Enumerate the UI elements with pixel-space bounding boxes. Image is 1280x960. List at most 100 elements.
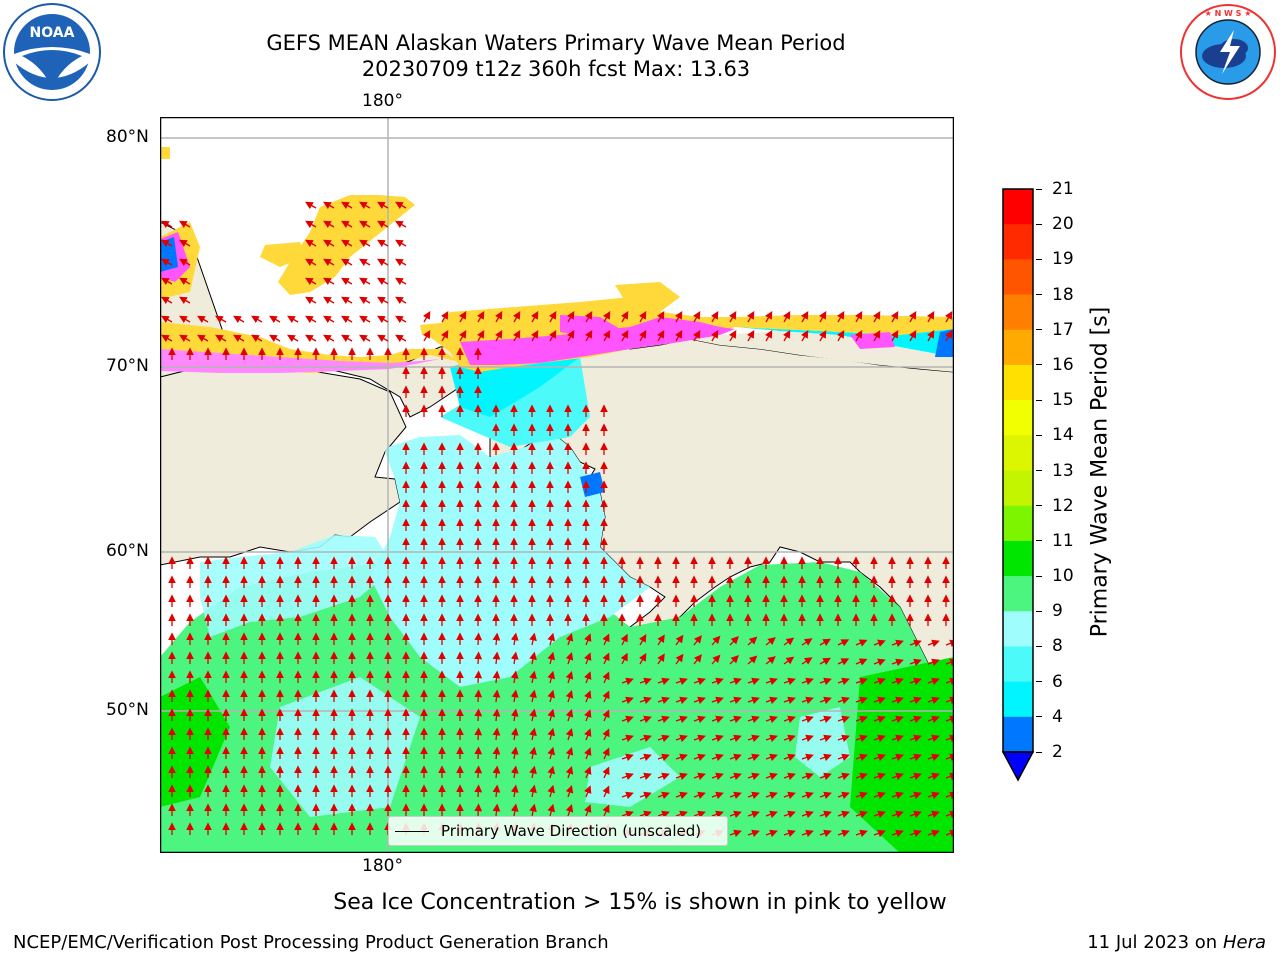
colorbar-tick: 16 <box>1036 355 1074 375</box>
wave-arrow <box>855 791 868 800</box>
wave-arrow <box>510 651 519 665</box>
wave-arrow <box>819 330 827 342</box>
wave-arrow <box>747 696 760 705</box>
wave-arrow <box>693 654 702 665</box>
wave-arrow <box>693 677 706 686</box>
wave-arrow <box>873 753 886 762</box>
wave-arrow <box>602 652 610 665</box>
wave-arrow <box>873 639 886 647</box>
chart-title: GEFS MEAN Alaskan Waters Primary Wave Me… <box>266 31 846 55</box>
wave-arrow <box>161 239 173 247</box>
wave-arrow <box>377 239 389 247</box>
wave-arrow <box>891 677 904 686</box>
wave-arrow <box>747 753 760 762</box>
wave-arrow <box>711 654 721 665</box>
wave-arrow <box>341 296 353 304</box>
wave-arrow <box>492 746 501 760</box>
wave-arrow <box>873 829 886 838</box>
wave-arrow <box>855 677 868 686</box>
wave-arrow <box>783 696 796 705</box>
wave-arrow <box>492 632 501 646</box>
lat-label-50: 50°N <box>106 700 149 720</box>
colorbar-tick: 8 <box>1036 636 1063 656</box>
wave-arrow <box>377 334 389 342</box>
colorbar-tick-label: 13 <box>1052 460 1074 481</box>
wave-arrow <box>693 753 706 762</box>
wave-arrow <box>927 791 940 800</box>
wave-arrow <box>459 311 467 323</box>
colorbar-tick-label: 18 <box>1052 284 1074 305</box>
wave-arrow <box>783 311 791 323</box>
wave-arrow <box>377 296 389 304</box>
wave-arrow <box>819 715 832 724</box>
wave-arrow <box>474 689 483 703</box>
wave-arrow <box>565 671 574 684</box>
wave-arrow <box>765 810 778 819</box>
wave-arrow <box>233 334 245 342</box>
wave-arrow <box>639 772 652 781</box>
wave-arrow <box>620 652 628 665</box>
wave-arrow <box>765 677 778 686</box>
wave-arrow <box>855 772 868 781</box>
wave-arrow <box>891 753 904 762</box>
wave-arrow <box>565 766 574 779</box>
wave-arrow <box>602 633 610 646</box>
wave-arrow <box>891 639 904 648</box>
wave-arrow <box>675 677 688 686</box>
wave-arrow <box>621 791 634 800</box>
wave-arrow <box>801 715 814 724</box>
wave-arrow <box>711 696 724 705</box>
colorbar-band <box>1003 611 1033 647</box>
wave-arrow <box>323 201 335 209</box>
wave-arrow <box>657 634 665 646</box>
wave-arrow <box>287 334 299 342</box>
colorbar-tick-label: 10 <box>1052 566 1074 587</box>
wave-arrow <box>585 311 593 323</box>
wave-arrow <box>873 658 886 666</box>
colorbar-tick-label: 6 <box>1052 671 1063 692</box>
colorbar-tick: 11 <box>1036 531 1074 551</box>
wave-arrow <box>510 727 519 741</box>
wave-arrow <box>909 772 922 781</box>
colorbar-band <box>1003 646 1033 683</box>
wave-arrow <box>747 715 760 724</box>
wave-arrow <box>492 784 501 798</box>
wave-arrow <box>602 747 610 760</box>
wave-arrow <box>547 803 556 817</box>
wave-arrow <box>359 239 371 247</box>
wave-arrow <box>873 696 886 705</box>
colorbar-band <box>1003 576 1033 612</box>
wave-arrow <box>584 652 592 665</box>
wave-arrow <box>179 277 191 285</box>
wave-arrow <box>711 810 724 819</box>
wave-arrow <box>529 784 537 798</box>
wave-arrow <box>711 734 724 743</box>
wave-arrow <box>395 239 407 247</box>
wave-arrow <box>657 810 670 819</box>
wave-arrow <box>801 638 813 646</box>
wave-arrow <box>215 315 227 323</box>
wave-arrow <box>819 810 832 819</box>
wave-arrow <box>693 772 706 781</box>
wave-arrow <box>675 330 683 342</box>
wave-arrow <box>909 639 922 648</box>
wave-arrow <box>801 829 814 838</box>
wave-arrow <box>693 330 701 342</box>
wave-arrow <box>729 791 742 800</box>
wave-arrow <box>510 765 519 779</box>
wave-arrow <box>510 708 519 722</box>
wave-arrow <box>693 715 706 724</box>
nws-logo: ★ N W S ★ <box>1180 4 1276 100</box>
wave-arrow <box>729 829 742 838</box>
colorbar-tick: 15 <box>1036 390 1074 410</box>
wave-arrow <box>531 311 539 323</box>
wave-arrow <box>529 708 537 722</box>
legend-label: Primary Wave Direction (unscaled) <box>441 822 702 840</box>
wave-arrow <box>602 766 610 779</box>
wave-arrow <box>675 634 684 646</box>
wave-arrow <box>855 829 868 838</box>
wave-arrow <box>602 804 610 817</box>
colorbar-tick: 4 <box>1036 707 1063 727</box>
colorbar-band <box>1003 470 1033 507</box>
wave-arrow <box>287 315 299 323</box>
